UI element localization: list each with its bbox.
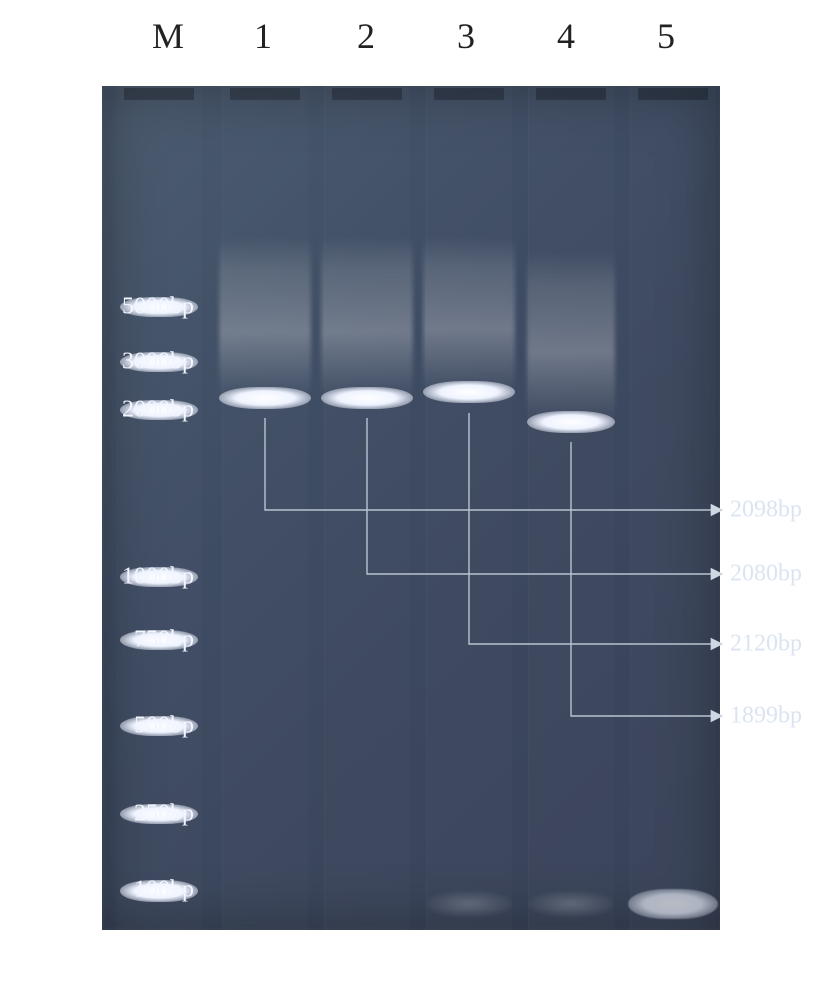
lane-label-4: 4 (516, 15, 616, 57)
product-label-2120: 2120bp (730, 631, 802, 658)
faint-band-lane4 (528, 891, 614, 917)
ladder-label-250: 250bp (102, 801, 202, 828)
lane-label-3: 3 (416, 15, 516, 57)
well-5 (638, 88, 708, 100)
lane-label-5: 5 (616, 15, 716, 57)
lane-label-M: M (126, 15, 210, 57)
sample-band-lane1 (219, 387, 311, 409)
product-label-2098: 2098bp (730, 497, 802, 524)
smear-lane3 (423, 236, 515, 392)
lane-bg-1 (222, 86, 308, 930)
sample-band-lane3 (423, 381, 515, 403)
ladder-label-3000: 3000bp (102, 349, 202, 376)
well-2 (332, 88, 402, 100)
lane-header-row: M 1 2 3 4 5 (126, 6, 716, 66)
lane-bg-3 (426, 86, 512, 930)
well-M (124, 88, 194, 100)
smear-lane1 (219, 236, 311, 396)
product-label-2080: 2080bp (730, 561, 802, 588)
lane-label-2: 2 (316, 15, 416, 57)
lane-bg-4 (528, 86, 614, 930)
lane-bg-5 (630, 86, 716, 930)
well-4 (536, 88, 606, 100)
well-3 (434, 88, 504, 100)
product-label-1899: 1899bp (730, 703, 802, 730)
ladder-label-500: 500bp (102, 713, 202, 740)
lane-label-1: 1 (210, 15, 316, 57)
primer-dimer-lane5 (628, 889, 718, 919)
smear-lane4 (527, 251, 615, 419)
ladder-label-5000: 5000bp (102, 294, 202, 321)
ladder-label-100: 100bp (102, 877, 202, 904)
gel-image: 5000bp 3000bp 2000bp 1000bp 750bp 500bp … (102, 86, 720, 930)
sample-band-lane2 (321, 387, 413, 409)
lane-bg-2 (324, 86, 410, 930)
ladder-label-1000: 1000bp (102, 564, 202, 591)
ladder-label-2000: 2000bp (102, 397, 202, 424)
sample-band-lane4 (527, 411, 615, 433)
smear-lane2 (321, 236, 413, 396)
ladder-label-750: 750bp (102, 627, 202, 654)
well-1 (230, 88, 300, 100)
faint-band-lane3 (426, 891, 512, 917)
